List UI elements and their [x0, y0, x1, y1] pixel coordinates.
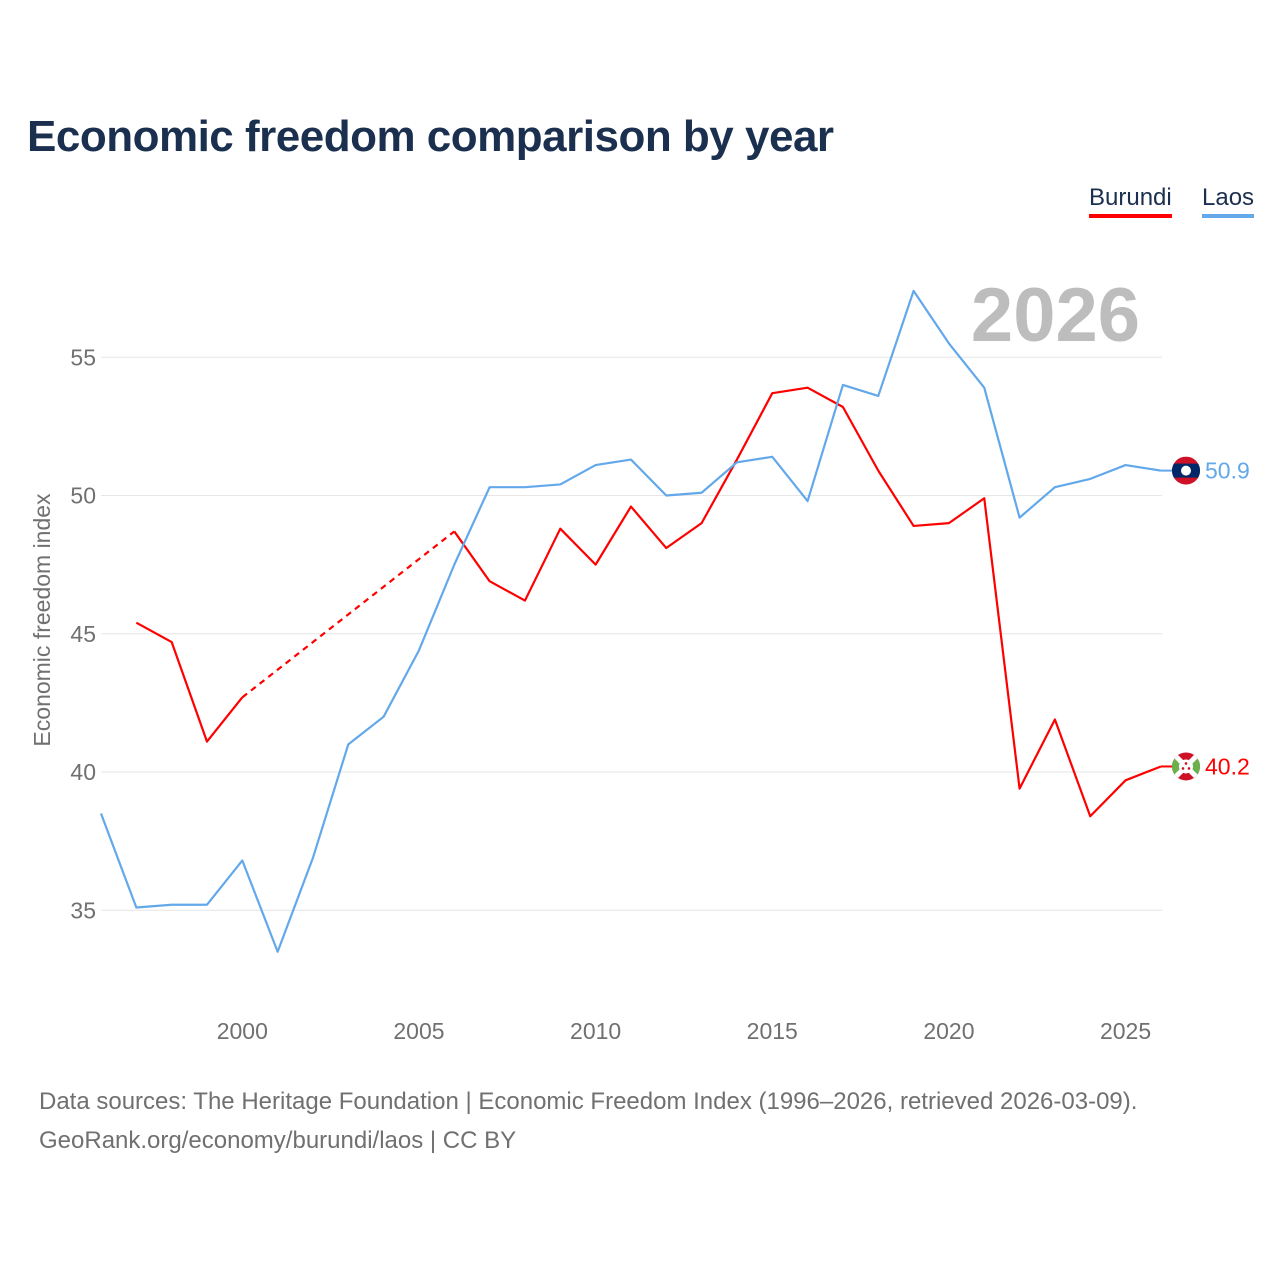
end-value-label: 50.9	[1205, 458, 1250, 484]
flag-disc	[1179, 759, 1193, 774]
series-line	[135, 621, 244, 743]
flag-body	[1172, 752, 1200, 781]
footer-sources: Data sources: The Heritage Foundation | …	[39, 1088, 1138, 1115]
legend-burundi[interactable]: Burundi	[1089, 184, 1172, 218]
legend-laos[interactable]: Laos	[1202, 184, 1255, 218]
x-tick-label: 2005	[393, 1018, 444, 1044]
flag-star	[1187, 767, 1191, 770]
x-tick-label: 2020	[923, 1018, 974, 1044]
laos-flag-icon	[1172, 456, 1200, 485]
y-tick-label: 50	[70, 483, 96, 509]
footer-credit: GeoRank.org/economy/burundi/laos | CC BY	[39, 1127, 517, 1154]
series-line	[453, 386, 1162, 818]
y-tick-label: 45	[70, 621, 96, 647]
flag-star	[1184, 762, 1188, 765]
flag-disc	[1181, 465, 1191, 476]
x-tick-label: 2025	[1100, 1018, 1151, 1044]
y-axis-label: Economic freedom index	[29, 493, 55, 747]
series-burundi: 40.2	[135, 386, 1250, 818]
y-tick-label: 35	[70, 897, 96, 923]
series-line	[99, 289, 1162, 953]
flag-body	[1172, 456, 1200, 485]
chart-title: Economic freedom comparison by year	[27, 112, 834, 161]
end-value-label: 40.2	[1205, 753, 1250, 779]
y-tick-label: 55	[70, 344, 96, 370]
series-laos: 50.9	[99, 289, 1250, 953]
x-tick-label: 2010	[570, 1018, 621, 1044]
y-tick-label: 40	[70, 759, 96, 785]
x-tick-label: 2015	[747, 1018, 798, 1044]
flag-star	[1181, 767, 1185, 770]
burundi-flag-icon	[1172, 752, 1200, 781]
x-tick-label: 2000	[217, 1018, 268, 1044]
year-label: 2026	[971, 273, 1140, 358]
series-gap-line	[241, 530, 455, 699]
